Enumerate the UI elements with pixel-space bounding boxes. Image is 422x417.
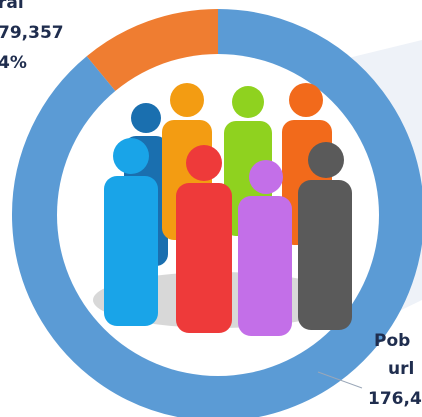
label-line: ral bbox=[0, 0, 24, 13]
leader-line bbox=[317, 371, 363, 389]
label-line: Pob bbox=[374, 331, 410, 351]
donut-segment bbox=[86, 9, 219, 93]
label-line: url bbox=[388, 359, 414, 379]
people-illustration bbox=[93, 83, 352, 336]
donut bbox=[12, 9, 422, 417]
label-line: 79,357 bbox=[0, 23, 64, 43]
donut-segment bbox=[12, 9, 422, 417]
label-line: 176,4 bbox=[368, 389, 422, 409]
label-line: 4% bbox=[0, 53, 27, 73]
